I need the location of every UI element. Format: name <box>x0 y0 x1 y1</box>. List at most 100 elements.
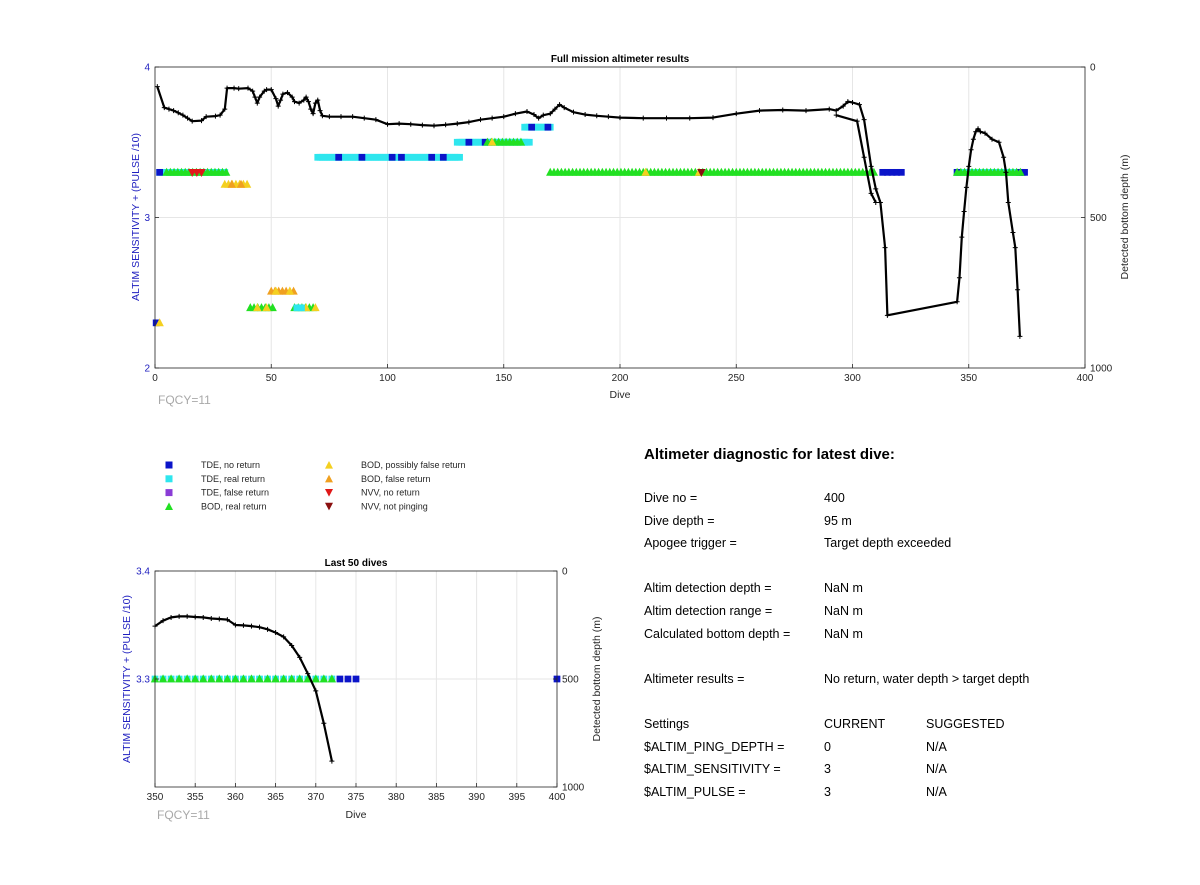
legend-label: BOD, possibly false return <box>361 460 466 470</box>
chart2-x-ticks: 350 355 360 365 370 375 380 385 390 395 400 <box>147 783 566 803</box>
depth-point <box>224 617 230 623</box>
y2-tick-label: 500 <box>562 675 579 686</box>
depth-point <box>582 112 588 118</box>
triangle-up-marker <box>263 674 272 683</box>
depth-point <box>826 106 832 112</box>
apogee-label: Apogee trigger = <box>644 536 737 551</box>
square-marker <box>388 153 396 161</box>
chart2-title: Last 50 dives <box>325 558 388 569</box>
chart2-y2-ticks: 0 500 1000 <box>553 567 585 794</box>
triangle-up-marker <box>158 674 168 683</box>
apogee-value: Target depth exceeded <box>824 536 952 551</box>
depth-point <box>963 184 969 190</box>
legend-label: NVV, no return <box>361 488 420 498</box>
depth-point <box>861 154 867 160</box>
triangle-up-marker <box>199 674 208 683</box>
triangle-up-marker <box>311 674 320 683</box>
depth-point <box>313 688 319 694</box>
suggested-header: SUGGESTED <box>926 716 1005 731</box>
depth-point <box>1017 333 1023 339</box>
y2-tick-label: 0 <box>562 567 568 578</box>
depth-point <box>961 208 967 214</box>
square-marker <box>456 153 463 161</box>
altimeter-results-value: No return, water depth > target depth <box>824 671 1030 686</box>
triangle-up-marker <box>207 674 216 683</box>
legend: TDE, no return TDE, real return TDE, false… <box>165 460 466 511</box>
chart1-fqcy-annotation: FQCY=11 <box>158 393 211 407</box>
calculated-bottom-depth-label: Calculated bottom depth = <box>644 626 791 641</box>
depth-point <box>317 108 323 114</box>
depth-point <box>185 115 191 121</box>
depth-point <box>305 671 311 677</box>
settings-label: Settings <box>644 716 690 731</box>
depth-point <box>273 96 279 102</box>
depth-point <box>561 105 567 111</box>
chart1-markers <box>152 123 1028 327</box>
depth-point <box>310 111 316 117</box>
x-tick-label: 400 <box>549 792 566 803</box>
x-tick-label: 400 <box>1077 373 1094 384</box>
triangle-up-marker <box>191 674 200 683</box>
square-marker <box>428 153 436 161</box>
y-tick-label: 3 <box>144 213 150 224</box>
x-tick-label: 385 <box>428 792 445 803</box>
altim-detection-depth-value: NaN m <box>824 581 863 596</box>
square-marker <box>528 123 536 131</box>
x-tick-label: 395 <box>508 792 525 803</box>
depth-point <box>254 100 260 106</box>
depth-point <box>161 105 167 111</box>
depth-point <box>308 106 314 112</box>
depth-point <box>350 114 356 120</box>
triangle-up-marker <box>182 674 192 683</box>
depth-point <box>289 643 295 649</box>
triangle-up-marker <box>295 674 304 683</box>
y-tick-label: 4 <box>144 63 150 74</box>
depth-point <box>989 136 995 142</box>
x-tick-label: 100 <box>379 373 396 384</box>
triangle-up-marker <box>327 674 337 683</box>
depth-point <box>168 614 174 620</box>
depth-point <box>531 112 537 118</box>
sensitivity-row: $ALTIM_SENSITIVITY = 3 N/A <box>644 762 1184 785</box>
current-header: CURRENT <box>824 716 886 731</box>
triangle-up-marker <box>223 674 232 683</box>
square-marker <box>439 153 447 161</box>
depth-point <box>466 119 472 125</box>
dive-depth-label: Dive depth = <box>644 513 715 528</box>
legend-label: NVV, not pinging <box>361 501 428 511</box>
pulse-label: $ALTIM_PULSE = <box>644 784 746 799</box>
dive-no-row: Dive no = 400 <box>644 491 1184 514</box>
depth-point <box>297 654 303 660</box>
chart1-x-ticks: 0 50 100 150 200 250 300 350 400 <box>152 364 1094 384</box>
y-tick-label: 3.4 <box>136 567 150 578</box>
depth-point <box>273 630 279 636</box>
triangle-up-marker <box>227 179 236 188</box>
triangle-up-marker <box>641 167 650 176</box>
depth-point <box>975 126 981 132</box>
depth-point <box>884 312 890 318</box>
legend-square-marker <box>165 475 173 483</box>
triangle-up-marker <box>236 179 246 188</box>
altim-detection-range-row: Altim detection range = NaN m <box>644 604 1184 627</box>
x-tick-label: 50 <box>266 373 278 384</box>
triangle-up-marker <box>285 286 295 295</box>
diagnostic-title: Altimeter diagnostic for latest dive: <box>644 446 895 463</box>
triangle-up-marker <box>221 167 231 176</box>
depth-point <box>396 121 402 127</box>
calculated-bottom-depth-value: NaN m <box>824 626 863 641</box>
full-mission-chart: Full mission altimeter results 0 50 100 150… <box>130 54 1131 407</box>
pulse-suggested: N/A <box>926 784 947 799</box>
y-tick-label: 2 <box>144 364 150 375</box>
triangle-up-marker <box>319 674 329 683</box>
depth-point <box>200 614 206 620</box>
square-marker <box>888 168 896 176</box>
depth-point <box>664 115 669 121</box>
square-marker <box>156 168 164 176</box>
pulse-row: $ALTIM_PULSE = 3 N/A <box>644 785 1184 808</box>
depth-point <box>268 87 274 93</box>
chart2-fqcy-annotation: FQCY=11 <box>157 808 210 822</box>
square-marker <box>336 675 344 683</box>
depth-point <box>1015 287 1021 293</box>
depth-point <box>982 130 988 136</box>
